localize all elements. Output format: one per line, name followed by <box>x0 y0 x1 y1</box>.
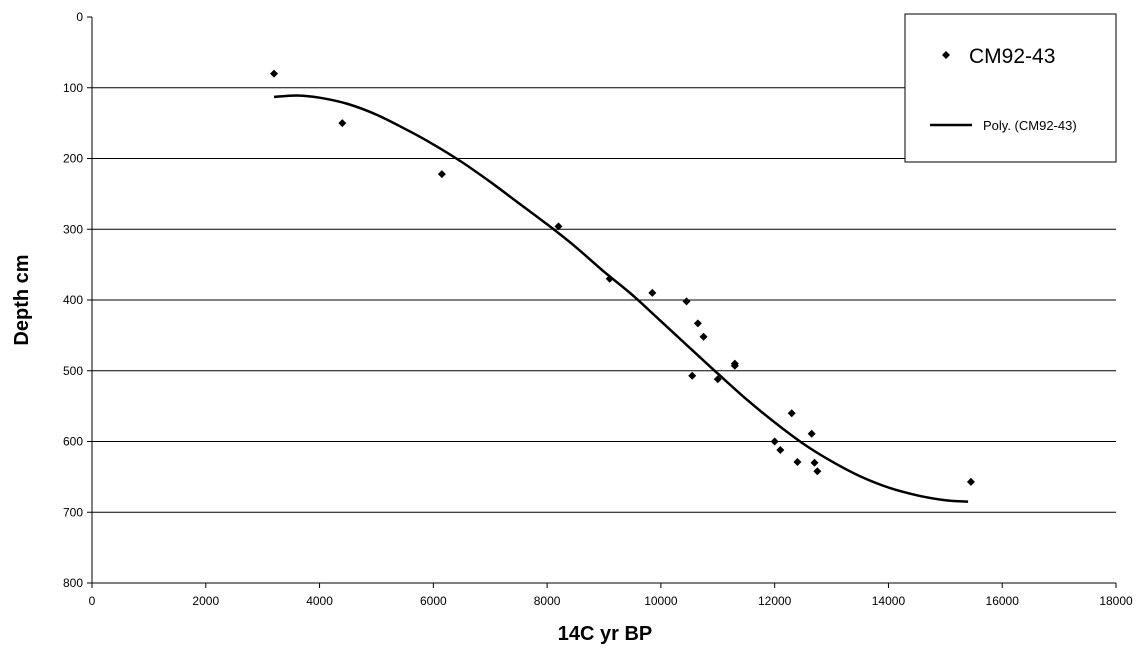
points-layer <box>270 69 975 486</box>
legend: CM92-43 Poly. (CM92-43) <box>904 13 1117 163</box>
data-point <box>713 375 722 384</box>
data-point <box>807 429 816 438</box>
data-point <box>813 467 822 476</box>
data-point <box>437 170 446 179</box>
y-tick-label: 100 <box>63 81 83 95</box>
gridlines <box>92 87 1116 513</box>
y-tick-label: 800 <box>63 576 83 590</box>
x-tick-labels: 0 2000 4000 6000 8000 10000 12000 14000 16000 180… <box>89 594 1133 608</box>
trendline-poly <box>273 94 969 503</box>
data-point <box>338 119 347 128</box>
data-point <box>787 409 796 418</box>
legend-label-points: CM92-43 <box>969 45 1055 68</box>
x-tick-label: 6000 <box>420 594 447 608</box>
y-tick-label: 700 <box>63 505 83 519</box>
data-point <box>605 274 614 283</box>
data-point <box>699 332 708 341</box>
data-point <box>793 458 802 467</box>
x-tick-label: 10000 <box>644 594 678 608</box>
y-tick-labels: 0 100 200 300 400 500 600 700 800 <box>63 10 83 590</box>
y-tick-label: 600 <box>63 435 83 449</box>
x-tick-label: 2000 <box>192 594 219 608</box>
data-point <box>966 477 975 486</box>
y-tick-label: 200 <box>63 152 83 166</box>
data-point <box>776 445 785 454</box>
y-tick-label: 0 <box>76 10 83 24</box>
legend-label-trendline: Poly. (CM92-43) <box>983 118 1077 133</box>
legend-box <box>904 13 1117 163</box>
y-tick-label: 500 <box>63 364 83 378</box>
axes <box>87 16 1117 588</box>
x-tick-label: 18000 <box>1099 594 1133 608</box>
data-point <box>270 69 279 78</box>
x-tick-label: 8000 <box>534 594 561 608</box>
x-axis-title: 14C yr BP <box>558 623 653 645</box>
data-point <box>770 437 779 446</box>
data-point <box>554 222 563 231</box>
x-tick-label: 12000 <box>758 594 792 608</box>
trendline-layer <box>273 94 969 503</box>
legend-marker-diamond <box>942 51 950 59</box>
data-point <box>648 288 657 297</box>
x-tick-label: 14000 <box>872 594 906 608</box>
data-point <box>730 361 739 370</box>
x-tick-label: 4000 <box>306 594 333 608</box>
y-tick-label: 400 <box>63 293 83 307</box>
y-axis-title: Depth cm <box>11 254 33 345</box>
y-tick-label: 300 <box>63 222 83 236</box>
data-point <box>688 371 697 380</box>
x-tick-label: 16000 <box>986 594 1020 608</box>
data-point <box>682 297 691 306</box>
data-point <box>810 458 819 467</box>
x-tick-label: 0 <box>89 594 96 608</box>
data-point <box>693 319 702 328</box>
